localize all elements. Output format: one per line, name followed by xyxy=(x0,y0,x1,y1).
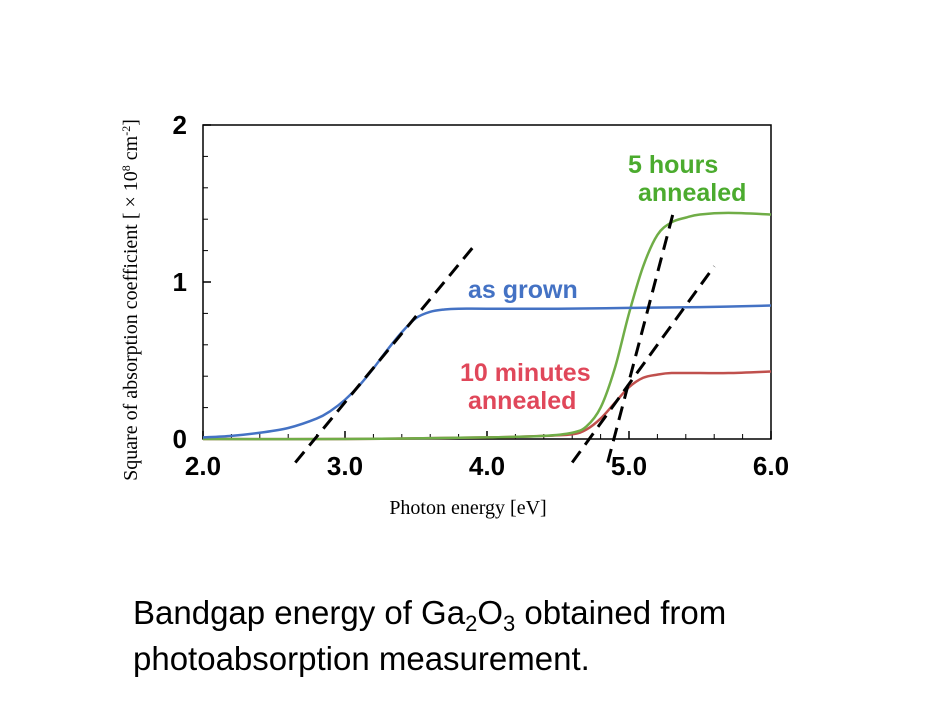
x-tick-label: 3.0 xyxy=(327,451,363,481)
y-tick-label: 1 xyxy=(173,267,187,297)
x-axis-title: Photon energy [eV] xyxy=(389,497,546,519)
label-5-hours-line1: 5 hours xyxy=(628,151,718,179)
tangent-line-1 xyxy=(294,246,474,464)
caption-sub-1: 2 xyxy=(465,611,478,636)
caption-text-2: O xyxy=(477,594,504,631)
caption-sub-2: 3 xyxy=(503,611,516,636)
figure-caption: Bandgap energy of Ga2O3 obtained from ph… xyxy=(133,590,933,682)
y-axis-title-main: Square of absorption coefficient [ × 10 xyxy=(120,171,142,481)
x-axis-ticks: 2.0 3.0 4.0 5.0 6.0 xyxy=(185,431,789,481)
x-tick-label: 2.0 xyxy=(185,451,221,481)
label-10-minutes-line1: 10 minutes xyxy=(460,359,591,387)
label-5-hours-line2: annealed xyxy=(638,179,746,207)
tangent-lines xyxy=(294,207,716,464)
caption-text-3: obtained from xyxy=(515,594,727,631)
caption-text-1: Bandgap energy of Ga xyxy=(133,594,466,631)
y-tick-label: 2 xyxy=(173,110,187,140)
y-axis-ticks: 0 1 2 xyxy=(173,110,211,454)
caption-line-2: photoabsorption measurement. xyxy=(133,640,590,677)
y-axis-title-unit: cm xyxy=(120,135,142,165)
y-axis-title-exp2: -2 xyxy=(119,126,133,136)
y-tick-label: 0 xyxy=(173,424,187,454)
series-line-5-hours-annealed xyxy=(202,211,772,441)
label-as-grown: as grown xyxy=(468,276,578,304)
caption-line-1: Bandgap energy of Ga2O3 obtained from xyxy=(133,590,933,636)
label-10-minutes-line2: annealed xyxy=(468,387,576,415)
x-tick-label: 5.0 xyxy=(611,451,647,481)
tangent-line-3 xyxy=(570,265,716,464)
y-axis-title: Square of absorption coefficient [ × 108… xyxy=(119,119,142,481)
y-axis-title-close: ] xyxy=(120,119,142,126)
x-tick-label: 6.0 xyxy=(753,451,789,481)
x-tick-label: 4.0 xyxy=(469,451,505,481)
y-axis-title-exp1: 8 xyxy=(119,165,133,171)
